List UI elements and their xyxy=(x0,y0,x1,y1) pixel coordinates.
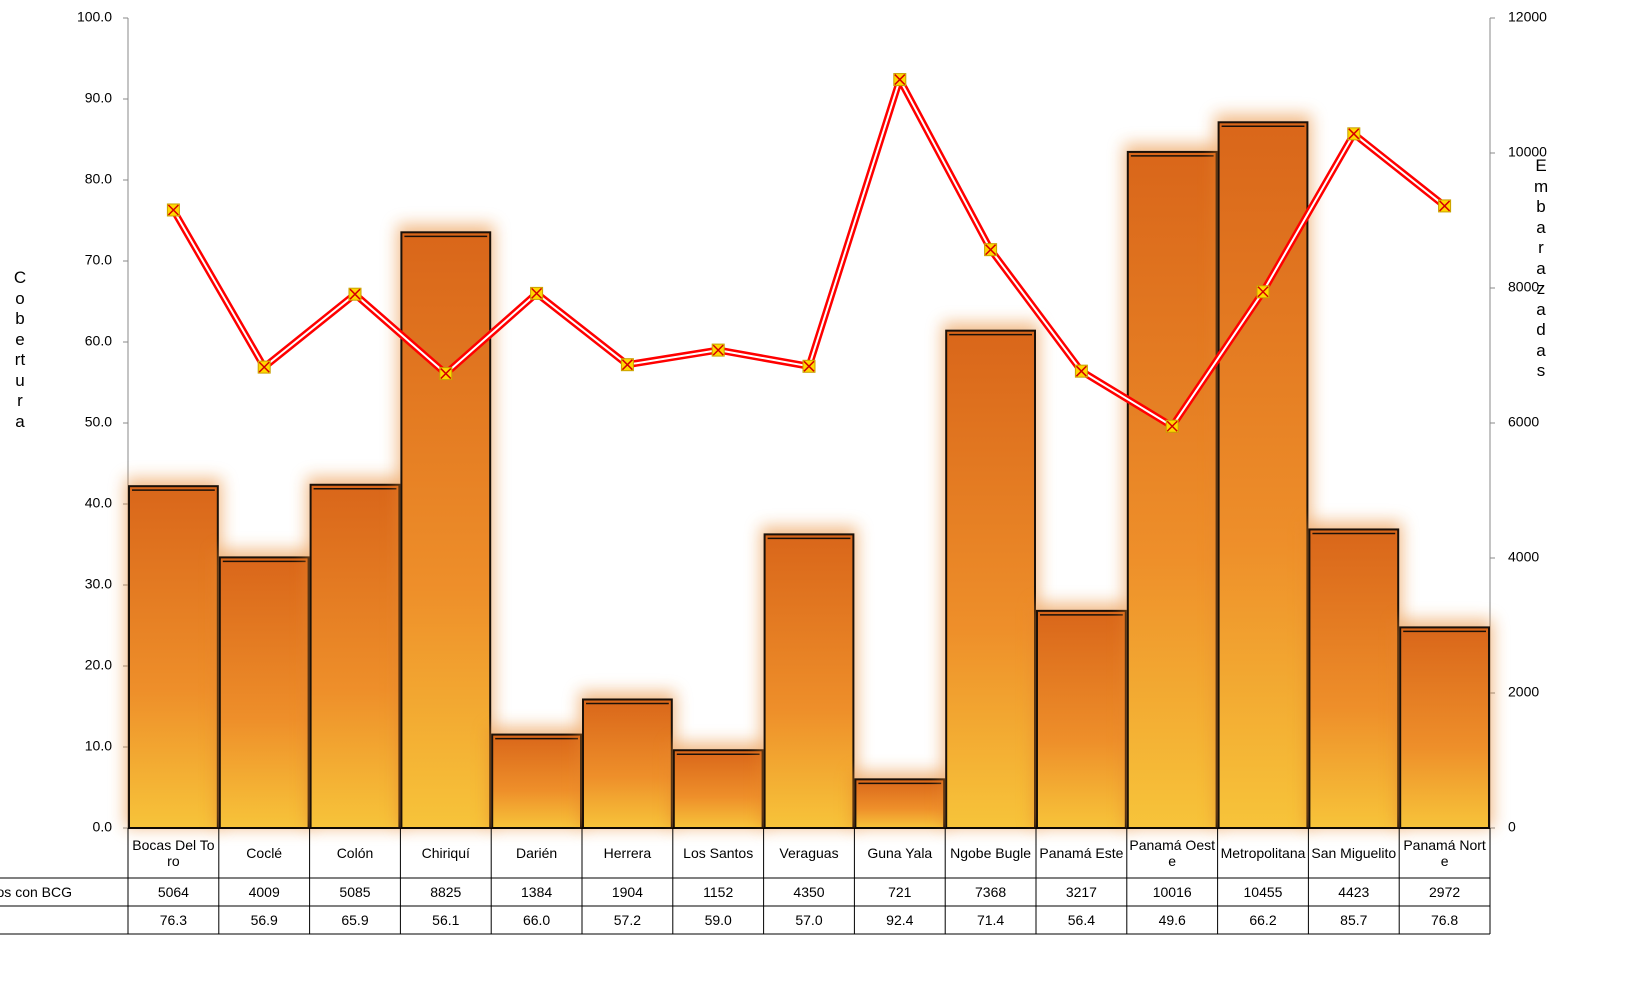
table-value: 8825 xyxy=(430,884,462,900)
table-value: 76.8 xyxy=(1430,912,1459,928)
line-marker-cross xyxy=(440,368,452,380)
line-marker-cross xyxy=(1166,420,1178,432)
table-value: 2972 xyxy=(1429,884,1461,900)
x-tick-label: Guna Yala xyxy=(867,845,933,861)
bar xyxy=(854,778,946,830)
y2-axis-title: Embarazadas xyxy=(1534,156,1549,380)
y-tick-label: 100.0 xyxy=(77,9,112,25)
line-marker-cross xyxy=(1439,200,1451,212)
y-tick-label: 40.0 xyxy=(85,495,112,511)
y2-tick-label: 8000 xyxy=(1508,279,1539,295)
table-value: 7368 xyxy=(975,884,1007,900)
x-tick-label: Colón xyxy=(336,845,374,861)
table-value: 57.2 xyxy=(613,912,642,928)
bar xyxy=(1217,121,1309,830)
bar xyxy=(672,749,764,829)
x-tick-label: Chiriquí xyxy=(421,845,470,861)
x-tick-label: Panamá Oeste xyxy=(1129,837,1215,869)
y-tick-label: 60.0 xyxy=(85,333,112,349)
table-value: 49.6 xyxy=(1158,912,1186,928)
table-value: 4350 xyxy=(793,884,825,900)
x-tick-label: Panamá Este xyxy=(1039,845,1124,861)
table-value: 1904 xyxy=(611,884,643,900)
y-axis-title: Cobertura xyxy=(13,268,27,431)
table-value: 5085 xyxy=(339,884,371,900)
bar xyxy=(1399,626,1490,830)
table-value: 92.4 xyxy=(886,912,914,928)
y-tick-label: 30.0 xyxy=(85,576,112,592)
line-marker-cross xyxy=(803,360,815,372)
table-value: 56.4 xyxy=(1067,912,1096,928)
x-tick-label: Metropolitana xyxy=(1220,845,1306,861)
line-marker-cross xyxy=(1075,365,1087,377)
x-tick-label: Darién xyxy=(515,845,558,861)
line-marker-cross xyxy=(621,359,633,371)
y2-tick-label: 2000 xyxy=(1508,684,1539,700)
table-value: 1384 xyxy=(521,884,553,900)
y-tick-label: 20.0 xyxy=(85,657,112,673)
table-value: 4009 xyxy=(248,884,280,900)
table-value: 65.9 xyxy=(341,912,369,928)
x-tick-label: Panamá Norte xyxy=(1403,837,1486,869)
y-tick-label: 0.0 xyxy=(93,819,113,835)
line-marker-cross xyxy=(531,287,543,299)
bar xyxy=(763,533,855,829)
line-marker-cross xyxy=(712,344,724,356)
y2-tick-label: 0 xyxy=(1508,819,1516,835)
table-value: 66.0 xyxy=(522,912,551,928)
y-tick-label: 10.0 xyxy=(85,738,112,754)
x-tick-label: Veraguas xyxy=(779,845,839,861)
table-value: 56.1 xyxy=(432,912,460,928)
bar xyxy=(491,733,583,830)
table-value: 10016 xyxy=(1152,884,1192,900)
line-marker-cross xyxy=(349,288,361,300)
y2-tick-label: 6000 xyxy=(1508,414,1539,430)
table-value: 10455 xyxy=(1243,884,1283,900)
x-tick-label: San Miguelito xyxy=(1311,845,1397,861)
table-value: 76.3 xyxy=(159,912,188,928)
table-value: 3217 xyxy=(1065,884,1097,900)
bar xyxy=(309,483,401,829)
bar xyxy=(582,698,673,829)
table-value: 1152 xyxy=(703,884,734,900)
x-tick-label: Los Santos xyxy=(683,845,754,861)
x-tick-label: Bocas Del Toro xyxy=(132,837,215,869)
y-tick-label: 50.0 xyxy=(85,414,112,430)
table-value: 721 xyxy=(888,884,912,900)
y2-tick-label: 12000 xyxy=(1508,9,1547,25)
y2-tick-label: 10000 xyxy=(1508,144,1547,160)
bar xyxy=(1036,609,1127,829)
y-tick-label: 80.0 xyxy=(85,171,112,187)
bar xyxy=(218,556,310,830)
table-value: 56.9 xyxy=(250,912,278,928)
table-value: 66.2 xyxy=(1249,912,1277,928)
x-tick-label: Ngobe Bugle xyxy=(950,845,1032,861)
x-tick-label: Herrera xyxy=(603,845,652,861)
legend-entry: Captados con BCG xyxy=(0,884,72,900)
bar xyxy=(945,329,1037,829)
table-value: 59.0 xyxy=(704,912,732,928)
bar xyxy=(1308,528,1400,829)
table-value: 85.7 xyxy=(1340,912,1368,928)
bar xyxy=(128,485,219,829)
line-marker-cross xyxy=(167,204,179,216)
line-marker-cross xyxy=(1348,128,1360,140)
line-marker-cross xyxy=(894,74,906,86)
table-value: 57.0 xyxy=(795,912,823,928)
line-marker-cross xyxy=(1257,286,1269,298)
table-value: 71.4 xyxy=(976,912,1005,928)
y2-tick-label: 4000 xyxy=(1508,549,1539,565)
y-tick-label: 70.0 xyxy=(85,252,112,268)
line-marker-cross xyxy=(985,244,997,256)
bar xyxy=(400,231,492,829)
x-tick-label: Coclé xyxy=(246,845,283,861)
bar xyxy=(1126,150,1218,830)
table-value: 4423 xyxy=(1338,884,1370,900)
line-marker-cross xyxy=(258,361,270,373)
table-value: 5064 xyxy=(157,884,189,900)
y-tick-label: 90.0 xyxy=(85,90,112,106)
